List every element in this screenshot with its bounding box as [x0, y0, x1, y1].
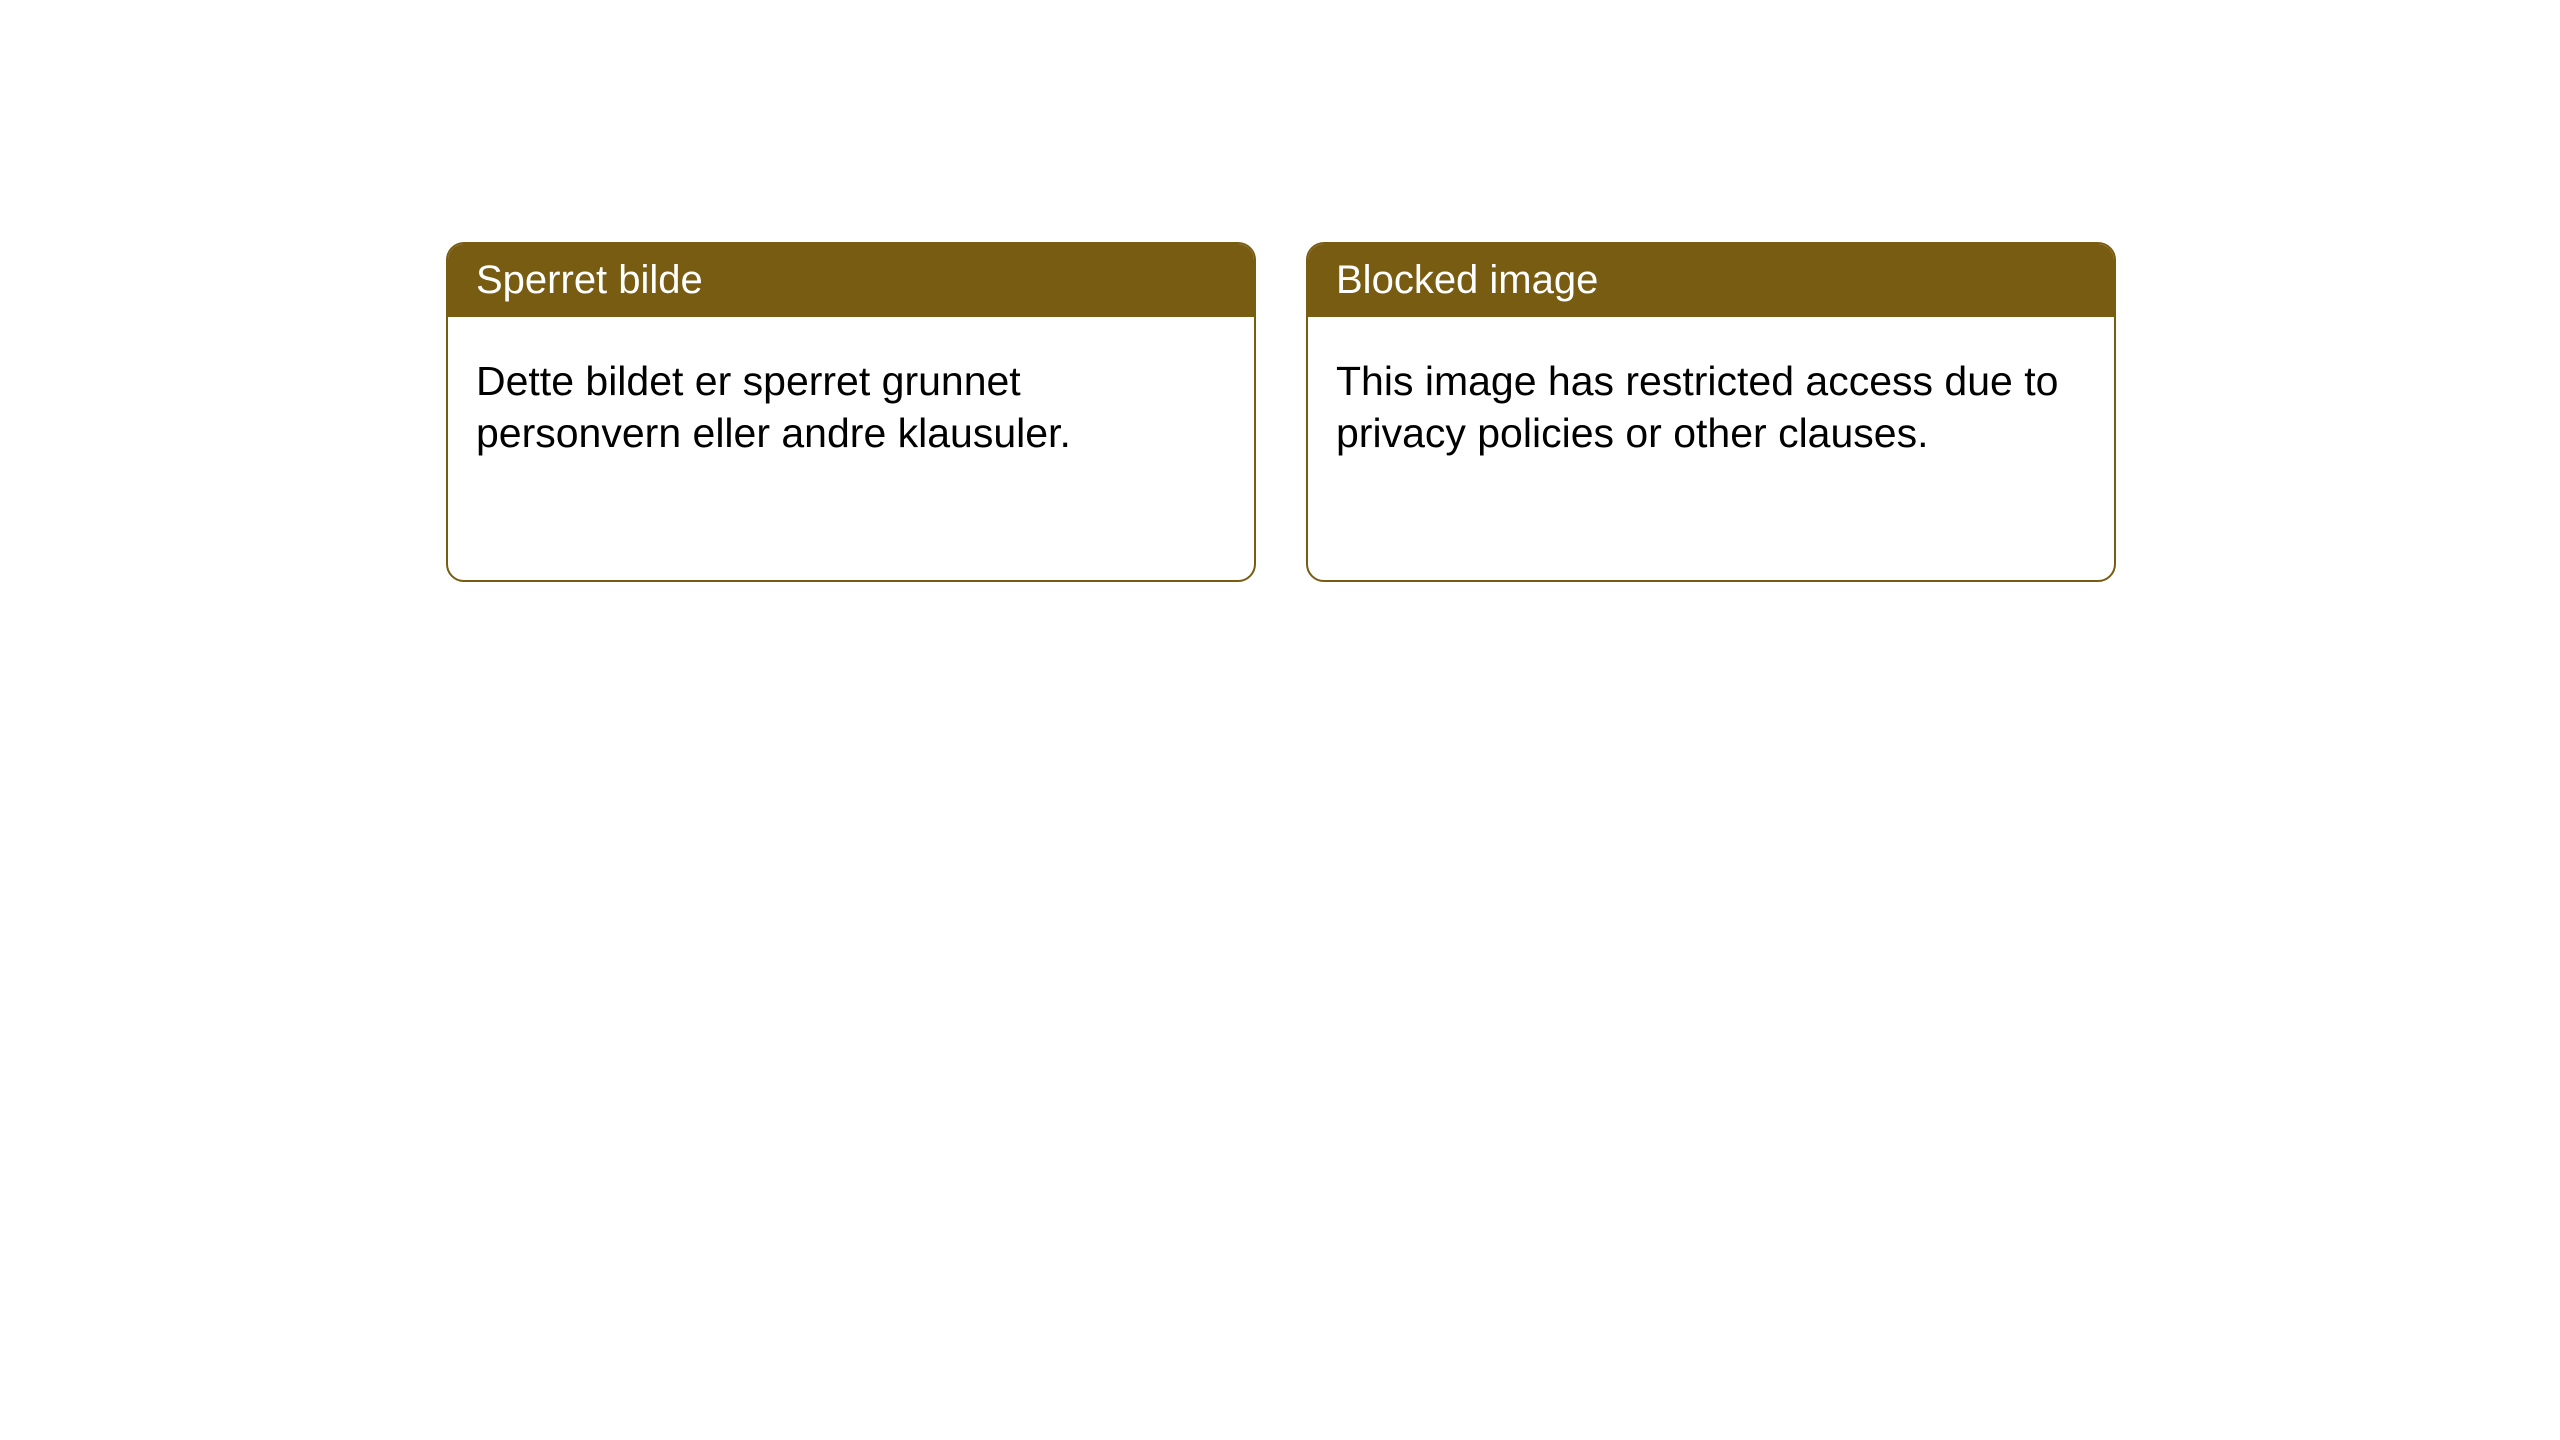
card-body-norwegian: Dette bildet er sperret grunnet personve… — [448, 317, 1254, 498]
card-header-norwegian: Sperret bilde — [448, 244, 1254, 317]
blocked-image-notice-container: Sperret bilde Dette bildet er sperret gr… — [446, 242, 2116, 582]
card-message-norwegian: Dette bildet er sperret grunnet personve… — [476, 358, 1071, 456]
blocked-image-card-english: Blocked image This image has restricted … — [1306, 242, 2116, 582]
card-message-english: This image has restricted access due to … — [1336, 358, 2058, 456]
card-title-english: Blocked image — [1336, 258, 1598, 302]
blocked-image-card-norwegian: Sperret bilde Dette bildet er sperret gr… — [446, 242, 1256, 582]
card-title-norwegian: Sperret bilde — [476, 258, 703, 302]
card-header-english: Blocked image — [1308, 244, 2114, 317]
card-body-english: This image has restricted access due to … — [1308, 317, 2114, 498]
